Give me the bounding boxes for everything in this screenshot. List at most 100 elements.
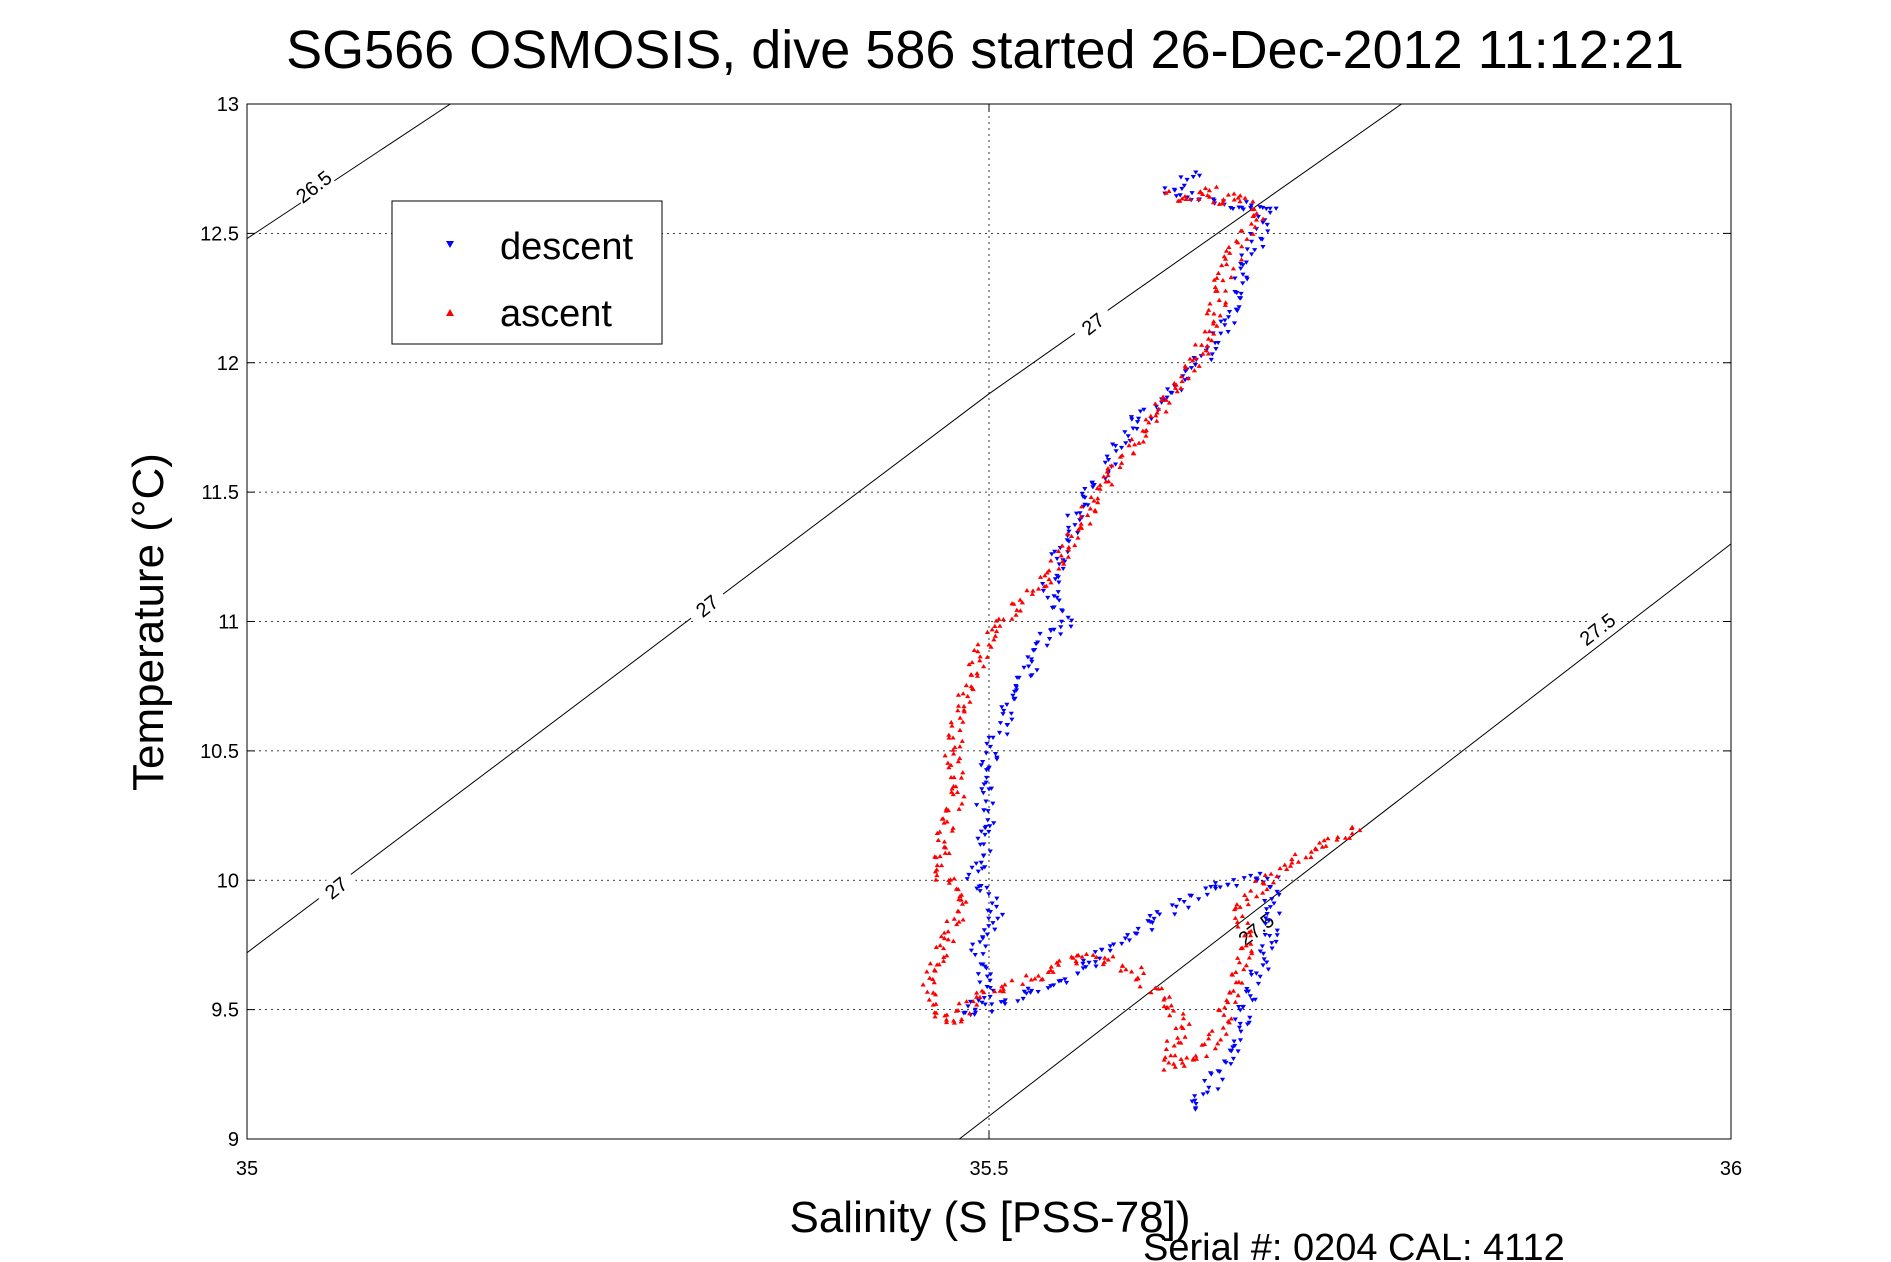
descent-point bbox=[1248, 972, 1255, 978]
descent-point bbox=[1002, 998, 1008, 1003]
ascent-point bbox=[1239, 228, 1245, 233]
descent-point bbox=[990, 735, 996, 740]
descent-point bbox=[1135, 926, 1141, 932]
descent-point bbox=[973, 861, 979, 866]
legend-box bbox=[391, 200, 663, 345]
descent-point bbox=[1021, 989, 1027, 994]
descent-point bbox=[1028, 988, 1035, 994]
ascent-point bbox=[1178, 1056, 1184, 1061]
descent-point bbox=[1037, 631, 1043, 637]
descent-point bbox=[1080, 958, 1087, 964]
descent-point bbox=[1208, 1072, 1214, 1077]
ascent-point bbox=[1238, 257, 1245, 262]
descent-point bbox=[1240, 1004, 1246, 1010]
ascent-point bbox=[1244, 896, 1250, 901]
ascent-point bbox=[1180, 1025, 1186, 1030]
descent-point bbox=[1102, 460, 1108, 465]
descent-point bbox=[978, 829, 984, 834]
descent-point bbox=[1056, 598, 1062, 603]
descent-point bbox=[1105, 457, 1112, 463]
descent-point bbox=[996, 730, 1003, 736]
ascent-point bbox=[1133, 977, 1139, 982]
ascent-point bbox=[952, 744, 958, 750]
contour-label-bg bbox=[312, 866, 360, 910]
descent-point bbox=[1080, 966, 1086, 971]
ascent-point bbox=[1166, 188, 1172, 194]
descent-point bbox=[1263, 916, 1269, 921]
descent-point bbox=[1236, 1025, 1243, 1030]
x-tick-label: 36 bbox=[1720, 1158, 1742, 1180]
ascent-point bbox=[992, 623, 998, 629]
descent-point bbox=[1035, 640, 1041, 645]
descent-point bbox=[981, 928, 987, 933]
descent-point bbox=[1237, 1008, 1243, 1013]
ascent-point bbox=[1222, 302, 1228, 307]
descent-point bbox=[1243, 989, 1249, 995]
descent-point bbox=[1190, 174, 1196, 180]
ascent-point bbox=[974, 1002, 980, 1007]
ascent-point bbox=[941, 935, 948, 941]
ascent-point bbox=[1211, 311, 1217, 316]
descent-point bbox=[983, 751, 989, 756]
descent-point bbox=[1011, 689, 1018, 694]
ascent-point bbox=[1248, 221, 1255, 226]
descent-point bbox=[1260, 205, 1266, 211]
ascent-point bbox=[1072, 542, 1078, 548]
descent-point bbox=[987, 985, 993, 991]
descent-point bbox=[1058, 632, 1064, 637]
descent-point bbox=[1134, 426, 1140, 432]
descent-point bbox=[984, 974, 991, 979]
descent-point bbox=[1008, 711, 1014, 716]
ascent-point bbox=[1059, 559, 1066, 564]
ascent-point bbox=[1187, 196, 1193, 202]
descent-point bbox=[1054, 595, 1060, 600]
ascent-point bbox=[1252, 878, 1258, 883]
ascent-point bbox=[943, 1017, 950, 1022]
ascent-point bbox=[963, 899, 969, 904]
descent-point bbox=[974, 803, 980, 808]
ascent-point bbox=[1209, 1028, 1215, 1033]
descent-point bbox=[969, 865, 975, 870]
ascent-point bbox=[954, 921, 960, 927]
descent-point bbox=[975, 836, 981, 841]
ascent-point bbox=[945, 760, 951, 765]
ascent-point bbox=[1179, 1060, 1186, 1065]
ascent-point bbox=[1247, 933, 1254, 938]
ascent-point bbox=[1039, 976, 1046, 981]
descent-point bbox=[977, 940, 983, 945]
descent-point bbox=[1247, 232, 1254, 237]
ascent-point bbox=[1303, 855, 1309, 860]
descent-point bbox=[1267, 933, 1273, 939]
descent-point bbox=[1252, 248, 1258, 253]
ascent-point bbox=[1223, 1031, 1229, 1036]
descent-point bbox=[980, 952, 986, 957]
ascent-point bbox=[1252, 224, 1258, 229]
ascent-point bbox=[1210, 321, 1216, 326]
descent-point bbox=[972, 1007, 978, 1013]
contour-label-bg bbox=[290, 165, 337, 209]
descent-point bbox=[1274, 928, 1280, 933]
descent-point bbox=[1257, 974, 1263, 979]
descent-point bbox=[1010, 693, 1016, 698]
descent-point bbox=[1112, 444, 1119, 449]
ascent-point bbox=[1231, 191, 1237, 196]
ascent-point bbox=[1223, 261, 1230, 267]
ascent-point bbox=[933, 877, 939, 882]
descent-point bbox=[1273, 206, 1279, 211]
ascent-point bbox=[1180, 1016, 1187, 1021]
ascent-point bbox=[969, 672, 975, 677]
ascent-point bbox=[1159, 397, 1165, 402]
descent-point bbox=[986, 916, 992, 921]
descent-point bbox=[1169, 391, 1175, 396]
ascent-point bbox=[1241, 966, 1247, 972]
descent-point bbox=[1073, 511, 1080, 516]
descent-point bbox=[977, 889, 983, 894]
ascent-point bbox=[1221, 254, 1227, 259]
descent-point bbox=[1236, 1005, 1242, 1010]
descent-point bbox=[1222, 318, 1228, 323]
ascent-point bbox=[1277, 865, 1283, 871]
y-tick-label: 10.5 bbox=[200, 741, 239, 763]
ascent-point bbox=[1212, 284, 1218, 289]
descent-point bbox=[987, 849, 993, 854]
ascent-point bbox=[1242, 933, 1248, 938]
